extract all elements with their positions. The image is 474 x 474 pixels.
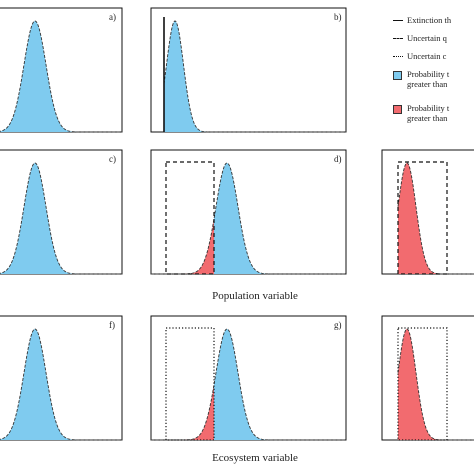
density-curve (397, 162, 474, 275)
legend-item-probability-blue: Probability t greater than (393, 68, 474, 102)
density-curve (0, 328, 122, 441)
red-probability-area (398, 163, 474, 274)
solid-line-icon (393, 20, 403, 21)
population-variable-caption: Population variable (212, 290, 298, 302)
blue-probability-area (164, 21, 346, 132)
panel-h (381, 315, 474, 441)
dotted-line-icon (393, 56, 403, 57)
density-curve (0, 162, 122, 275)
uncertain-collapse-box (397, 327, 448, 441)
density-curve (163, 20, 346, 133)
panel-label: c) (109, 154, 116, 164)
density-curve (151, 328, 346, 441)
legend-item-probability-red: Probability t greater than (393, 102, 474, 136)
red-probability-area (398, 329, 474, 440)
density-curve (0, 20, 122, 133)
blue-probability-area (0, 163, 122, 274)
ecosystem-variable-caption: Ecosystem variable (212, 452, 298, 464)
panel-g: g) (150, 315, 347, 441)
panel-label: f) (109, 320, 115, 330)
dashed-line-icon (393, 38, 403, 39)
uncertain-quasi-extinction-box (165, 161, 215, 275)
red-probability-area (151, 384, 214, 440)
panel-label: b) (334, 12, 342, 22)
legend-item-extinction-threshold: Extinction th (393, 14, 474, 32)
blue-probability-area (0, 21, 122, 132)
legend: Extinction th Uncertain q Uncertain c Pr… (393, 14, 474, 136)
legend-item-uncertain-quasi: Uncertain q (393, 32, 474, 50)
panel-d: d) (150, 149, 347, 275)
red-probability-area (151, 218, 214, 274)
panel-a: a) (0, 7, 123, 133)
blue-probability-area (0, 329, 122, 440)
panel-e (381, 149, 474, 275)
legend-item-uncertain-collapse: Uncertain c (393, 50, 474, 68)
panel-b: b) (150, 7, 347, 133)
panel-label: g) (334, 320, 342, 330)
blue-swatch-icon (393, 71, 402, 80)
uncertain-quasi-extinction-box (397, 161, 448, 275)
density-curve (397, 328, 474, 441)
blue-probability-area (214, 163, 346, 274)
density-curve (151, 162, 346, 275)
red-swatch-icon (393, 105, 402, 114)
panel-label: a) (109, 12, 116, 22)
panel-label: d) (334, 154, 342, 164)
panel-f: f) (0, 315, 123, 441)
panel-c: c) (0, 149, 123, 275)
blue-probability-area (214, 329, 346, 440)
